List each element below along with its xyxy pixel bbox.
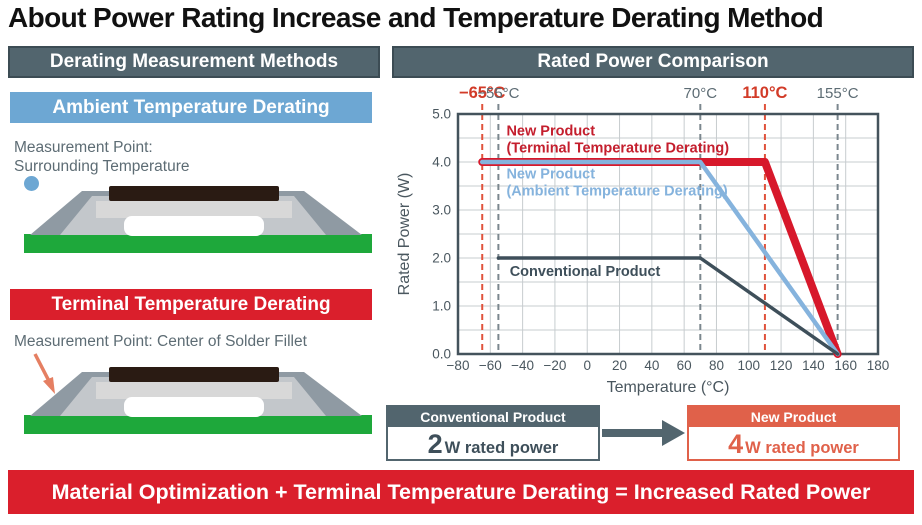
series-label: Conventional Product (510, 264, 661, 280)
conventional-product-rating: 2 W rated power (388, 427, 598, 461)
terminal-measurement-label: Measurement Point: Center of Solder Fill… (14, 333, 307, 350)
y-tick-label: 5.0 (432, 107, 451, 122)
y-tick-label: 0.0 (432, 347, 451, 362)
x-tick-label: −40 (511, 358, 534, 373)
pcb-board (24, 415, 372, 434)
pcb-board (24, 234, 372, 253)
conventional-rating-value: 2 (427, 429, 443, 459)
x-axis-title: Temperature (°C) (607, 379, 730, 396)
resistor-element (109, 367, 279, 382)
series-label: (Terminal Temperature Derating) (506, 141, 729, 157)
conventional-product-box: Conventional Product 2 W rated power (386, 405, 600, 461)
x-tick-label: 0 (583, 358, 591, 373)
resistor-element (109, 186, 279, 201)
reference-label: 70°C (684, 85, 718, 102)
reference-label: 110°C (742, 84, 787, 102)
series-line (496, 256, 840, 356)
x-tick-label: 40 (644, 358, 659, 373)
plot-border (456, 112, 880, 356)
resistor-body (96, 201, 292, 218)
x-tick-label: 80 (709, 358, 724, 373)
terminal-derating-header: Terminal Temperature Derating (10, 289, 372, 320)
transition-arrow-icon (602, 420, 685, 446)
x-tick-label: −80 (447, 358, 470, 373)
reference-label: −65°C (459, 84, 506, 102)
new-rating-unit: W rated power (745, 439, 859, 457)
x-tick-label: 160 (834, 358, 857, 373)
ceramic-substrate (124, 397, 264, 417)
measurement-point-dot-icon (24, 176, 39, 191)
reference-label: 155°C (817, 85, 859, 102)
ambient-derating-header: Ambient Temperature Derating (10, 92, 372, 123)
chip-component-diagram-terminal (24, 367, 372, 434)
pointer-arrow-icon (33, 353, 55, 394)
ambient-measurement-line1: Measurement Point: (14, 139, 153, 156)
ceramic-substrate (124, 216, 264, 236)
conventional-product-box-header: Conventional Product (388, 407, 598, 427)
new-product-box: New Product 4 W rated power (687, 405, 900, 461)
y-axis-title: Rated Power (W) (396, 173, 413, 296)
y-tick-label: 1.0 (432, 299, 451, 314)
new-rating-value: 4 (728, 429, 744, 459)
series-line (479, 159, 840, 357)
resistor-body (96, 382, 292, 399)
new-product-box-header: New Product (689, 407, 898, 427)
x-tick-label: −20 (543, 358, 566, 373)
conventional-rating-unit: W rated power (444, 439, 559, 457)
chip-component-diagram-ambient (24, 186, 372, 253)
right-panel-header: Rated Power Comparison (392, 46, 914, 78)
reference-label: −55°C (477, 85, 519, 102)
new-product-rating: 4 W rated power (689, 427, 898, 461)
y-tick-label: 2.0 (432, 251, 451, 266)
x-tick-label: 20 (612, 358, 627, 373)
page-title: About Power Rating Increase and Temperat… (8, 2, 824, 33)
series-label: New Product (506, 166, 595, 182)
x-tick-label: 140 (802, 358, 825, 373)
y-tick-label: 3.0 (432, 203, 451, 218)
ambient-measurement-label: Measurement Point: Surrounding Temperatu… (14, 138, 190, 176)
series-label: (Ambient Temperature Derating) (506, 183, 727, 199)
x-tick-label: −60 (479, 358, 502, 373)
series-label: New Product (506, 124, 595, 140)
footer-banner: Material Optimization + Terminal Tempera… (8, 470, 914, 514)
x-tick-label: 120 (770, 358, 793, 373)
x-tick-label: 180 (867, 358, 890, 373)
x-tick-label: 100 (738, 358, 761, 373)
ambient-measurement-line2: Surrounding Temperature (14, 158, 190, 175)
x-tick-label: 60 (677, 358, 692, 373)
y-tick-label: 4.0 (432, 155, 451, 170)
left-panel-header: Derating Measurement Methods (8, 46, 380, 78)
